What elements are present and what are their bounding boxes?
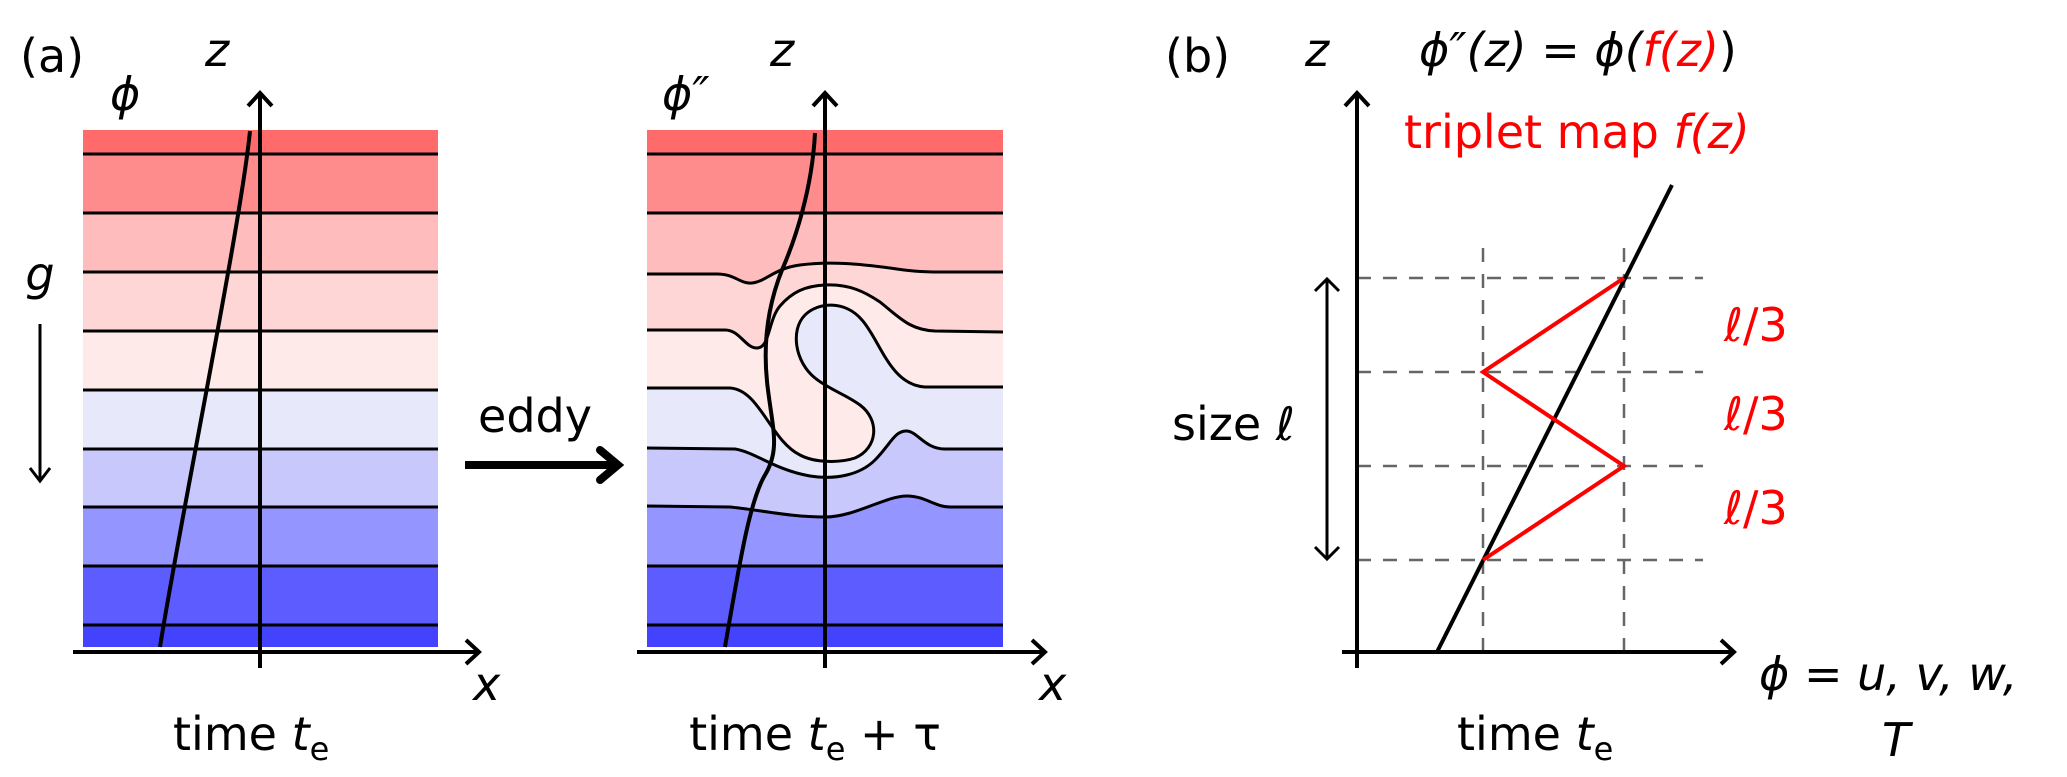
field-label: ϕ [110, 67, 140, 121]
formula: ϕ″(z) = ϕ(f(z)) [1419, 23, 1737, 77]
time-label: time te + τ [689, 707, 941, 768]
z-axis-label: z [1304, 23, 1330, 77]
z-axis [811, 90, 839, 668]
triplet-map-zigzag [1479, 276, 1628, 562]
panel-b: (b) z ϕ″(z) = ϕ(f(z)) triplet map f(z) ℓ… [1165, 23, 2018, 768]
z-axis-label: z [204, 23, 230, 77]
segment-label: ℓ/3 [1723, 298, 1788, 352]
eddy-label: eddy [478, 389, 592, 443]
z-axis-label: z [769, 23, 795, 77]
triplet-map-label: triplet map f(z) [1404, 105, 1750, 159]
z-arrowhead-icon [1343, 90, 1371, 108]
x-axis-label: x [1037, 657, 1067, 711]
phi-axis-label: ϕ = u, v, w, [1759, 647, 2018, 701]
material-line [158, 130, 252, 648]
panel-a-before: (a) z ϕ x time te g [20, 23, 501, 768]
material-line [723, 132, 817, 648]
segment-label: ℓ/3 [1723, 387, 1788, 441]
grid-dashes [1357, 248, 1703, 652]
segment-label: ℓ/3 [1723, 481, 1788, 535]
time-label: time te [1457, 707, 1613, 768]
z-arrowhead-icon [811, 90, 839, 108]
eddy-arrow: eddy [465, 389, 625, 484]
x-axis [637, 638, 1048, 666]
arrow-right-icon [596, 446, 625, 484]
z-axis [246, 90, 274, 668]
panel-a-label: (a) [20, 29, 84, 83]
z-arrowhead-icon [246, 90, 274, 108]
x-axis [73, 638, 482, 666]
x-arrowhead-icon [464, 638, 482, 666]
phi-axis-label-2: T [1882, 713, 1914, 767]
x-arrowhead-icon [1719, 638, 1737, 666]
gravity-label: g [25, 247, 54, 301]
z-axis [1343, 90, 1371, 668]
time-label: time te [173, 707, 329, 768]
panel-b-label: (b) [1165, 29, 1230, 83]
size-label: size ℓ [1172, 397, 1295, 451]
gravity-arrow-icon [28, 324, 52, 484]
x-axis-label: x [471, 657, 501, 711]
phi-axis [1342, 638, 1737, 666]
panel-a-after: z ϕ″ x time te + τ [637, 23, 1067, 768]
field-label: ϕ″ [662, 67, 710, 121]
x-arrowhead-icon [1030, 638, 1048, 666]
size-double-arrow-icon [1313, 276, 1341, 562]
